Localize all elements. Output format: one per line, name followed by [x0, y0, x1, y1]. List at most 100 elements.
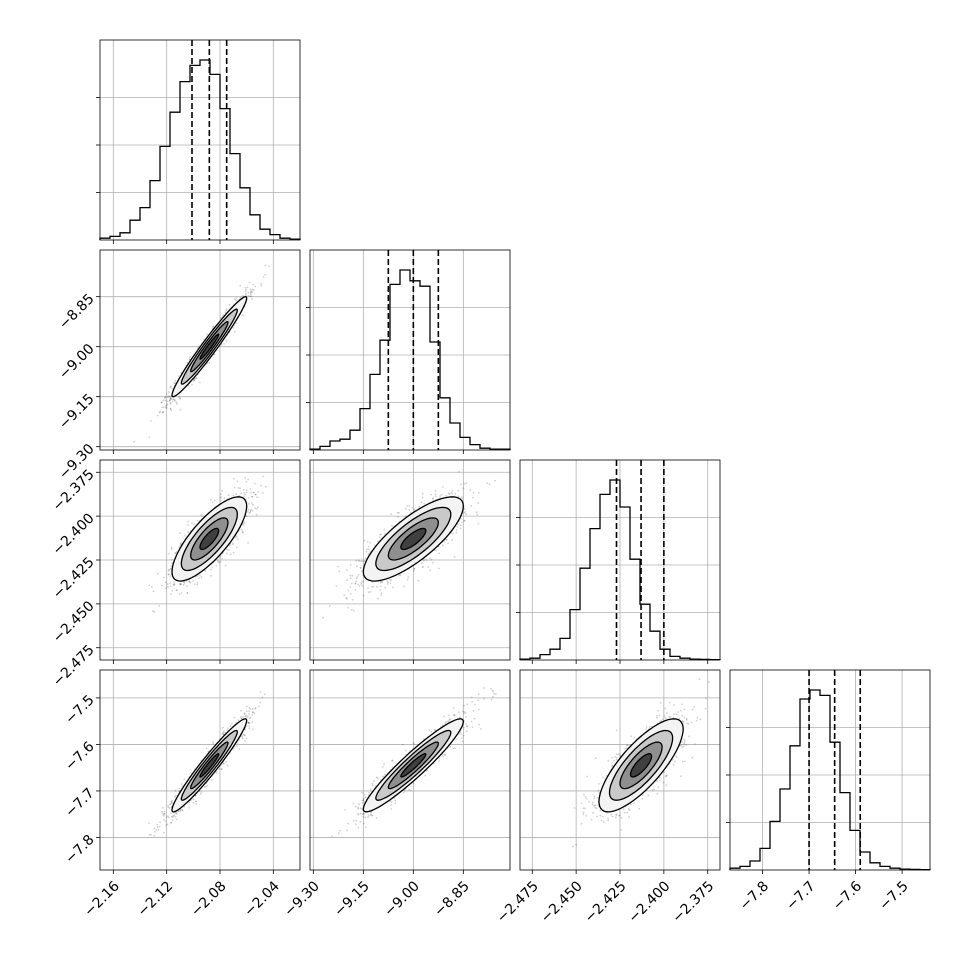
scatter-point	[170, 565, 173, 567]
scatter-point	[193, 583, 196, 586]
scatter-point	[255, 493, 257, 496]
scatter-point	[180, 543, 182, 545]
scatter-point	[247, 508, 250, 511]
scatter-point	[174, 379, 177, 382]
scatter-point	[166, 400, 169, 402]
scatter-point	[367, 552, 370, 555]
scatter-point	[170, 821, 173, 824]
scatter-point	[461, 497, 464, 500]
scatter-point	[183, 581, 185, 584]
scatter-point	[409, 511, 412, 514]
scatter-point	[167, 573, 170, 576]
scatter-point	[164, 820, 167, 822]
scatter-point	[245, 710, 248, 712]
scatter-point	[384, 586, 387, 589]
scatter-point	[198, 577, 201, 580]
scatter-point	[180, 542, 183, 545]
scatter-point	[454, 492, 457, 495]
scatter-point	[175, 589, 178, 592]
scatter-point	[247, 294, 250, 297]
scatter-point	[219, 316, 222, 319]
scatter-point	[162, 411, 165, 413]
scatter-content	[100, 460, 300, 660]
scatter-point	[421, 496, 424, 499]
scatter-point	[167, 552, 170, 555]
scatter-point	[367, 587, 369, 589]
scatter-point	[175, 551, 178, 554]
scatter-point	[169, 582, 171, 585]
scatter-point	[171, 387, 174, 390]
scatter-point	[205, 747, 208, 750]
scatter-point	[268, 265, 270, 268]
scatter-point	[357, 559, 360, 562]
scatter-point	[358, 560, 361, 563]
scatter-point	[335, 585, 338, 587]
scatter-point	[469, 489, 472, 491]
scatter-point	[199, 381, 201, 384]
scatter-point	[494, 479, 496, 482]
scatter-point	[250, 508, 253, 511]
scatter-point	[245, 292, 248, 295]
scatter-point	[247, 722, 250, 725]
scatter-point	[225, 552, 228, 555]
scatter-point	[423, 559, 425, 562]
scatter-point	[355, 577, 358, 580]
scatter-point	[163, 831, 165, 834]
scatter-point	[252, 283, 255, 286]
scatter-point	[246, 716, 248, 719]
histogram-step	[519, 479, 721, 661]
scatter-point	[461, 496, 463, 499]
histogram-panel-3	[726, 669, 931, 874]
scatter-point	[187, 520, 190, 523]
scatter-point	[179, 532, 182, 535]
scatter-point	[212, 325, 215, 328]
scatter-point	[211, 779, 213, 781]
scatter-point	[173, 584, 176, 587]
scatter-point	[164, 396, 167, 398]
scatter-point	[180, 583, 183, 585]
scatter-point	[248, 503, 250, 505]
scatter-point	[213, 499, 216, 502]
scatter-point	[162, 411, 164, 413]
scatter-point	[171, 590, 174, 592]
scatter-point	[196, 581, 199, 584]
scatter-point	[156, 414, 159, 417]
scatter-panel-0-3	[96, 669, 301, 874]
scatter-point	[176, 589, 179, 591]
scatter-point	[171, 801, 174, 804]
scatter-point	[153, 610, 156, 613]
scatter-point	[161, 806, 164, 809]
scatter-point	[192, 798, 195, 801]
scatter-point	[455, 529, 458, 531]
scatter-point	[260, 484, 262, 487]
scatter-point	[445, 495, 447, 497]
scatter-point	[174, 552, 177, 555]
scatter-point	[184, 535, 187, 537]
contour-line-3	[400, 527, 427, 551]
scatter-point	[354, 588, 357, 591]
scatter-point	[354, 582, 357, 584]
scatter-point	[195, 377, 198, 380]
scatter-point	[217, 560, 219, 563]
scatter-point	[243, 521, 246, 524]
scatter-point	[222, 314, 225, 317]
density-fill	[400, 528, 426, 550]
scatter-point	[251, 502, 253, 504]
scatter-point	[185, 580, 188, 582]
scatter-point	[328, 605, 331, 607]
scatter-point	[225, 309, 227, 312]
scatter-point	[218, 561, 221, 564]
scatter-point	[448, 493, 451, 496]
scatter-point	[170, 409, 173, 412]
scatter-point	[161, 412, 164, 414]
contour-line-0	[362, 496, 464, 582]
scatter-point	[165, 587, 167, 589]
scatter-point	[380, 580, 383, 583]
scatter-point	[360, 581, 363, 584]
scatter-point	[235, 546, 238, 549]
scatter-point	[347, 589, 350, 592]
scatter-point	[460, 518, 462, 520]
scatter-point	[229, 725, 232, 728]
scatter-point	[366, 548, 368, 551]
scatter-point	[421, 492, 424, 495]
